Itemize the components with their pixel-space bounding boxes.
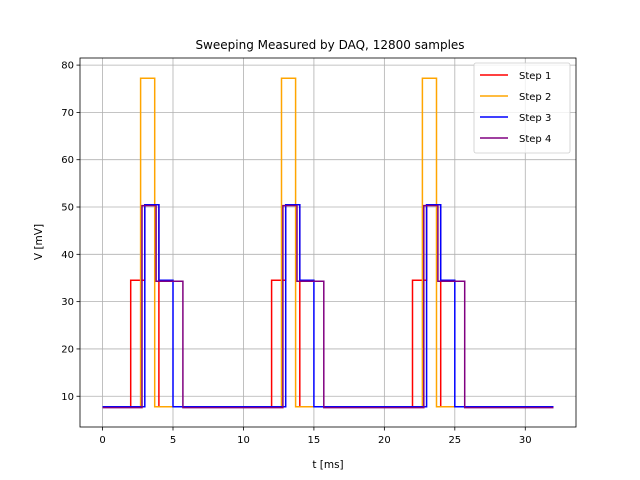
legend-label: Step 4	[519, 134, 551, 145]
y-axis-label: V [mV]	[33, 224, 45, 260]
x-tick-label: 0	[99, 435, 105, 446]
series-line-step-4	[102, 204, 554, 409]
legend-label: Step 2	[519, 92, 551, 103]
series-line-step-3	[102, 203, 554, 408]
y-tick-label: 50	[61, 203, 74, 214]
y-tick-label: 10	[61, 392, 74, 403]
legend-box	[473, 62, 571, 154]
chart-title: Sweeping Measured by DAQ, 12800 samples	[195, 38, 464, 52]
y-tick-label: 70	[61, 108, 74, 119]
legend-label: Step 1	[519, 71, 551, 82]
x-tick-label: 10	[237, 435, 250, 446]
y-tick-label: 40	[61, 250, 74, 261]
x-tick-label: 20	[378, 435, 391, 446]
x-tick-label: 30	[519, 435, 532, 446]
x-axis-label: t [ms]	[312, 459, 343, 471]
x-tick-label: 15	[308, 435, 321, 446]
legend-label: Step 3	[519, 113, 551, 124]
series-line-step-2	[102, 77, 554, 408]
legend: Step 1 Step 2 Step 3 Step 4	[473, 62, 571, 154]
series-line-step-1	[102, 203, 554, 408]
plot-frame	[79, 57, 577, 428]
x-tick-label: 25	[448, 435, 461, 446]
y-tick-label: 60	[61, 155, 74, 166]
axis-ticks: 0 5 10 15 20 25 30 10 20 30 40 50 60 70 80	[61, 61, 531, 446]
y-tick-label: 30	[61, 297, 74, 308]
y-tick-label: 80	[61, 61, 74, 72]
series-group	[102, 77, 554, 409]
y-tick-label: 20	[61, 344, 74, 355]
x-tick-label: 5	[170, 435, 176, 446]
